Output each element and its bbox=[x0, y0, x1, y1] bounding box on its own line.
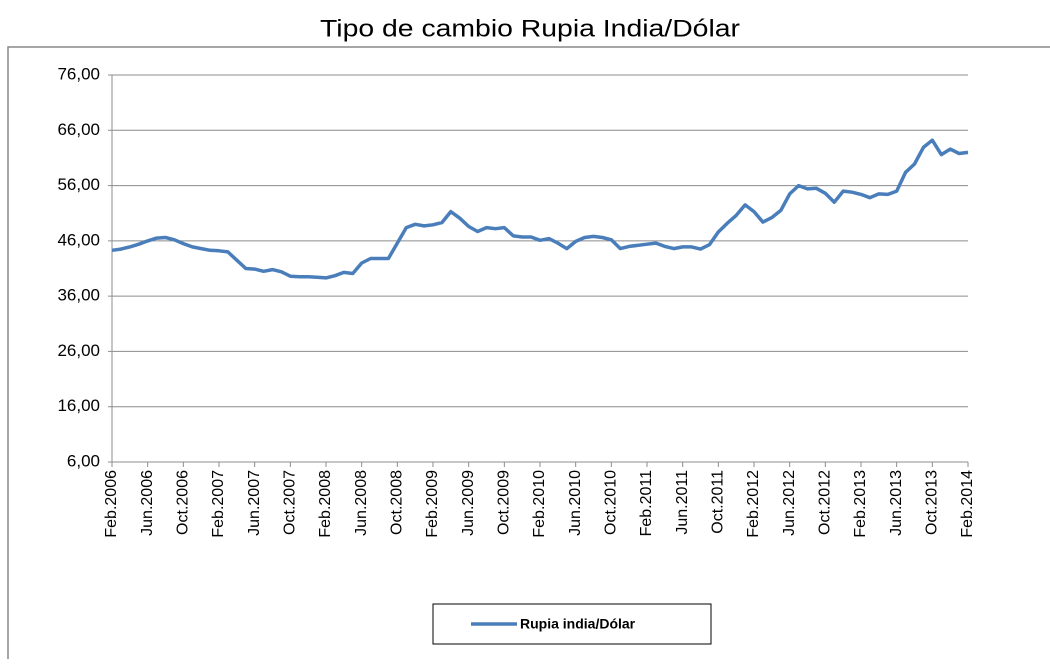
x-tick-label: Feb.2009 bbox=[424, 470, 441, 538]
chart-title: Tipo de cambio Rupia India/Dólar bbox=[320, 15, 740, 42]
y-tick-label: 46,00 bbox=[57, 230, 100, 249]
x-tick-label: Jun.2010 bbox=[567, 470, 584, 536]
x-tick-label: Jun.2008 bbox=[353, 470, 370, 536]
x-tick-label: Oct.2010 bbox=[603, 470, 620, 535]
x-tick-label: Oct.2009 bbox=[496, 470, 513, 535]
x-tick-label: Jun.2007 bbox=[246, 470, 263, 536]
y-tick-label: 56,00 bbox=[57, 175, 100, 194]
series-line bbox=[111, 138, 969, 280]
x-tick-label: Feb.2012 bbox=[745, 470, 762, 538]
x-tick-label: Oct.2011 bbox=[710, 470, 727, 534]
x-tick-label: Oct.2012 bbox=[817, 470, 834, 535]
y-tick-label: 26,00 bbox=[57, 341, 100, 360]
frame bbox=[7, 46, 1050, 659]
x-tick-label: Feb.2007 bbox=[210, 470, 227, 538]
x-tick-label: Feb.2006 bbox=[103, 470, 120, 538]
x-tick-label: Jun.2009 bbox=[460, 470, 477, 536]
x-tick-label: Feb.2013 bbox=[852, 470, 869, 538]
x-tick-label: Oct.2006 bbox=[175, 470, 192, 535]
x-tick-label: Oct.2007 bbox=[282, 470, 299, 535]
x-tick-label: Oct.2008 bbox=[389, 470, 406, 535]
y-tick-label: 66,00 bbox=[57, 120, 100, 139]
x-tick-label: Jun.2006 bbox=[139, 470, 156, 536]
x-tick-label: Feb.2014 bbox=[959, 470, 976, 538]
y-tick-label: 6,00 bbox=[67, 451, 100, 470]
x-tick-label: Feb.2008 bbox=[317, 470, 334, 538]
x-tick-label: Jun.2013 bbox=[888, 470, 905, 536]
x-tick-label: Feb.2010 bbox=[531, 470, 548, 538]
x-tick-label: Jun.2012 bbox=[781, 470, 798, 536]
x-tick-label: Feb.2011 bbox=[638, 470, 655, 537]
x-tick-label: Oct.2013 bbox=[924, 470, 941, 535]
x-tick-label: Jun.2011 bbox=[674, 470, 691, 535]
y-tick-label: 36,00 bbox=[57, 286, 100, 305]
y-tick-label: 16,00 bbox=[57, 396, 100, 415]
legend-label: Rupia india/Dólar bbox=[520, 616, 636, 632]
y-tick-label: 76,00 bbox=[57, 64, 100, 83]
